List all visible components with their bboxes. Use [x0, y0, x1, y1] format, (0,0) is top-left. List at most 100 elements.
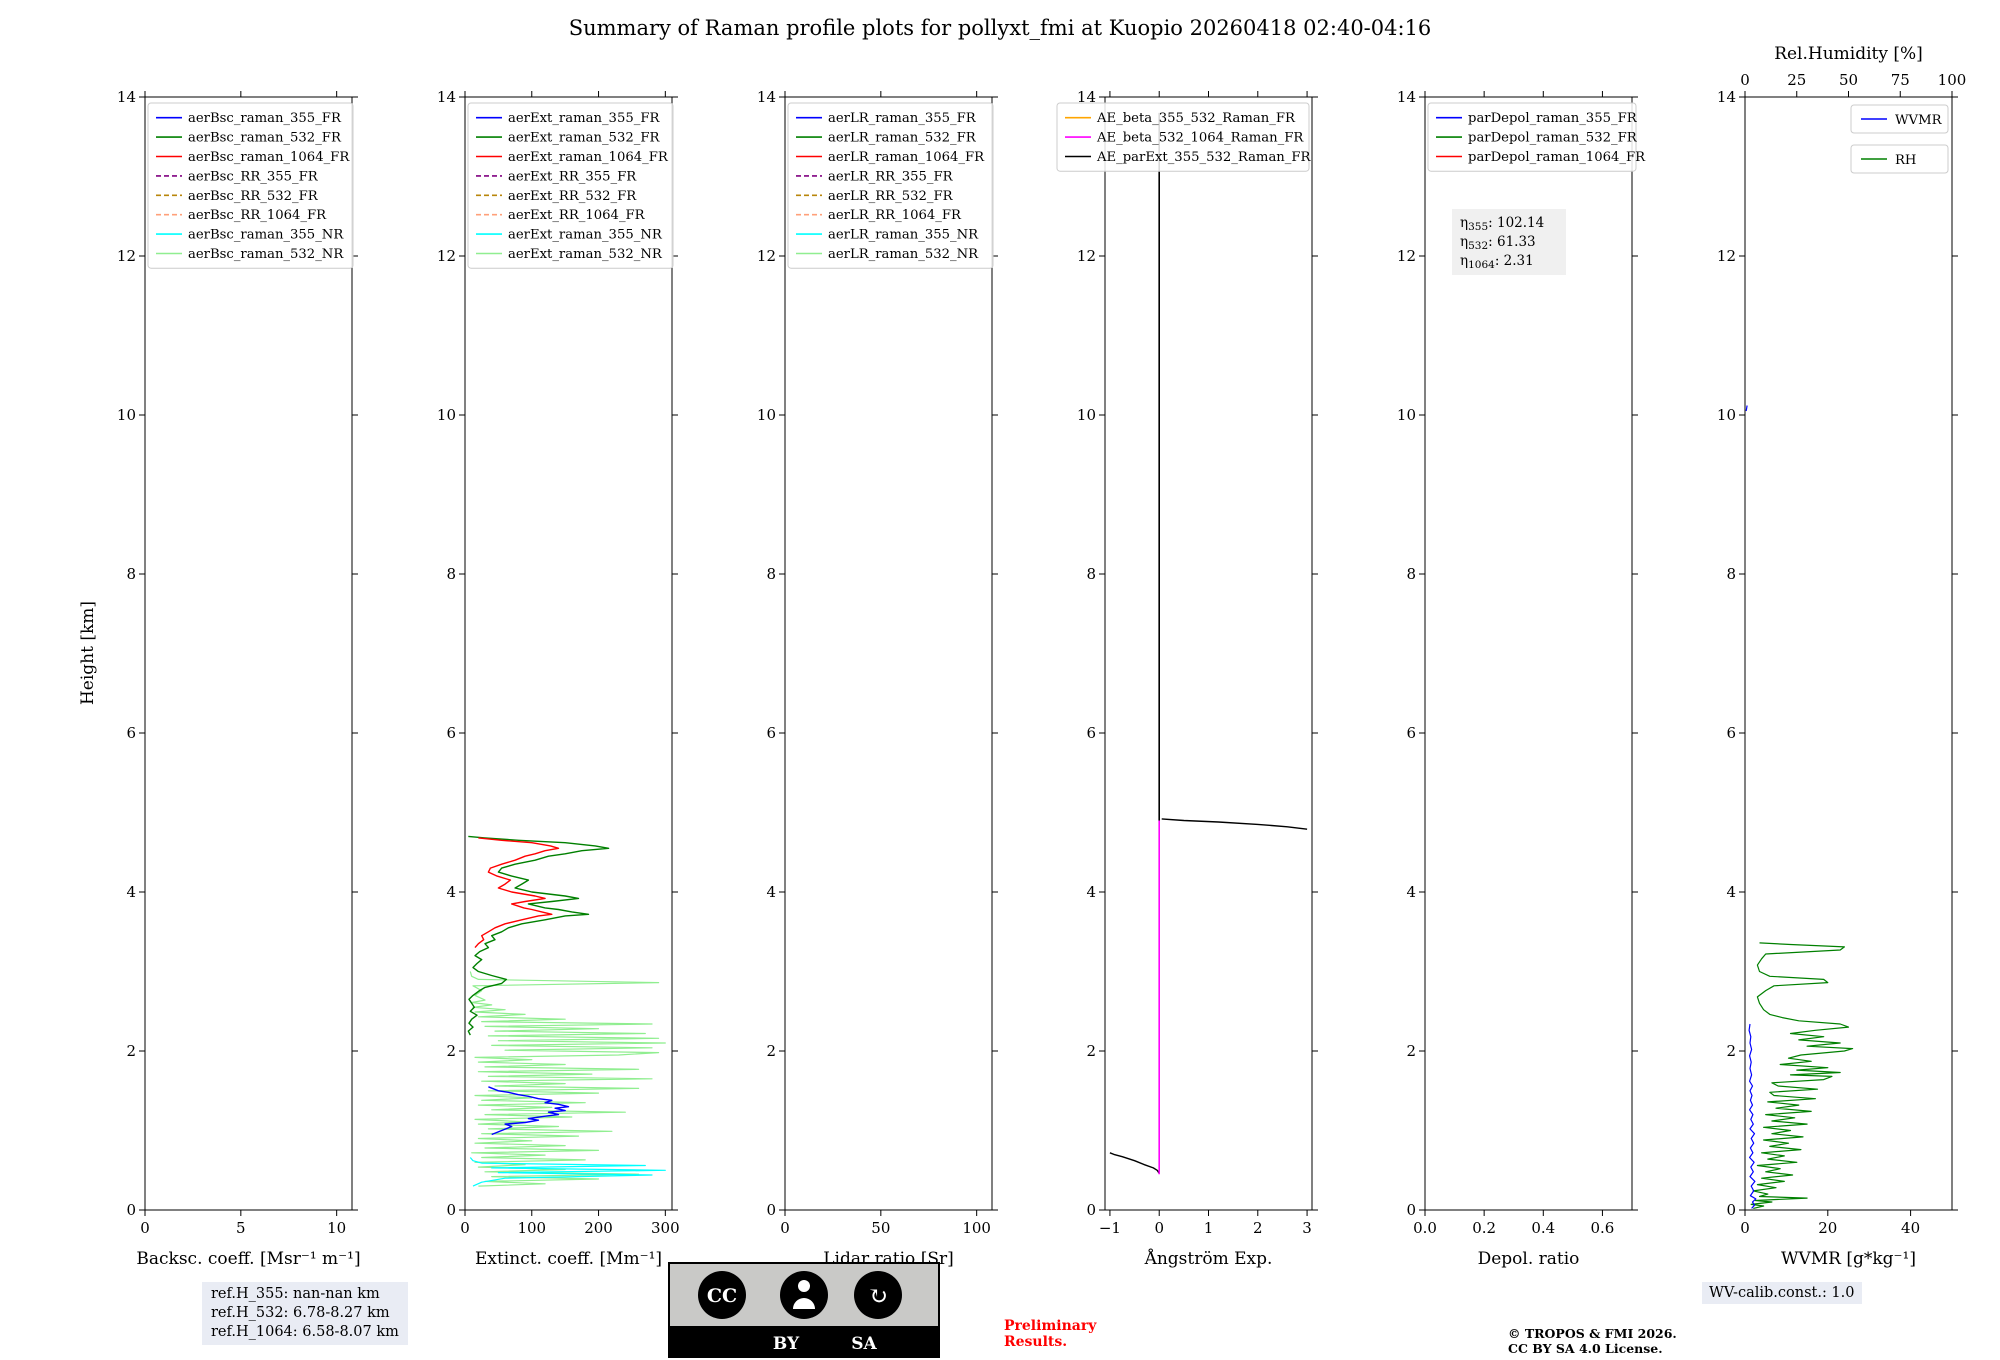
y-tick-label: 6 [766, 724, 776, 742]
y-tick-label: 0 [766, 1201, 776, 1219]
panel-backscatter: 0 5 10 0 2 4 6 8 10 12 14 Backsc. coeff. [Msr⁻¹ m⁻¹… [117, 88, 361, 1269]
y-tick-label: 6 [1406, 724, 1416, 742]
panel-extinction: 0 100 200 300 0 2 4 6 8 10 12 14 Extinct. coeff. [Mm… [437, 88, 680, 1269]
legend-item-label: aerExt_RR_1064_FR [508, 208, 646, 223]
plot-frame [1744, 96, 1953, 1211]
share-alike-arrow-glyph: ↻ [868, 1282, 888, 1310]
y-tick-label: 12 [117, 247, 136, 265]
x-tick-label: 3 [1302, 1219, 1312, 1237]
y-tick-label: 12 [757, 247, 776, 265]
legend-item-label: aerLR_raman_1064_FR [828, 150, 985, 165]
y-tick-label: 14 [1077, 88, 1096, 106]
y-tick-label: 4 [1086, 883, 1096, 901]
y-tick-label: 8 [126, 565, 136, 583]
y-tick-label: 12 [1717, 247, 1736, 265]
x-tick-label: 0.2 [1472, 1219, 1496, 1237]
copyright-note: © TROPOS & FMI 2026. CC BY SA 4.0 Licens… [1508, 1326, 1677, 1356]
y-tick-label: 10 [1077, 406, 1096, 424]
legend-item-label: aerExt_raman_532_NR [508, 247, 663, 262]
legend-item-label: aerLR_raman_355_FR [828, 111, 977, 126]
legend-item-label: AE_beta_532_1064_Raman_FR [1096, 131, 1304, 146]
y-tick-label: 4 [446, 883, 456, 901]
legend-item-label: aerBsc_RR_532_FR [188, 189, 319, 204]
y-tick-label: 4 [1726, 883, 1736, 901]
eta-annotation-line: η532: 61.33 [1460, 234, 1536, 252]
ref-h-532: ref.H_532: 6.78-8.27 km [211, 1305, 390, 1321]
legend-item-label: aerLR_raman_355_NR [828, 228, 979, 243]
legend-item-label: aerBsc_raman_1064_FR [188, 150, 350, 165]
cc-sa-label: SA [851, 1334, 877, 1354]
x-tick-label: 0 [1154, 1219, 1164, 1237]
legend-item-label: aerBsc_raman_532_NR [188, 247, 344, 262]
y-tick-label: 4 [1406, 883, 1416, 901]
legend-box [467, 102, 674, 269]
x-tick-label: 0 [780, 1219, 790, 1237]
series-aerExt_raman_1064_FR [474, 837, 560, 949]
x-tick-label: 0.4 [1531, 1219, 1555, 1237]
legend-item-label: WVMR [1895, 113, 1943, 128]
y-tick-label: 2 [1726, 1042, 1736, 1060]
top-tick-label: 100 [1938, 71, 1967, 89]
legend-item-label: parDepol_raman_1064_FR [1468, 150, 1646, 165]
eta-annotation-box [1452, 209, 1566, 275]
x-tick-label: 40 [1901, 1219, 1920, 1237]
page-title: Summary of Raman profile plots for polly… [568, 16, 1432, 40]
x-axis-label: Depol. ratio [1478, 1249, 1580, 1269]
plot-frame [144, 96, 353, 1211]
plot-frame [464, 96, 673, 1211]
y-tick-label: 8 [1726, 565, 1736, 583]
person-head [798, 1280, 810, 1292]
series-aerExt_raman_355_FR [488, 1086, 570, 1136]
x-tick-label: 0.6 [1590, 1219, 1614, 1237]
legend-item-label: AE_beta_355_532_Raman_FR [1096, 111, 1296, 126]
x-tick-label: 10 [327, 1219, 346, 1237]
legend-item-label: aerBsc_raman_355_NR [188, 228, 344, 243]
y-tick-label: 2 [126, 1042, 136, 1060]
legend-item-label: aerLR_RR_355_FR [828, 169, 954, 184]
plot-frame [1424, 96, 1633, 1211]
y-tick-label: 8 [766, 565, 776, 583]
x-axis-label: Ångström Exp. [1144, 1248, 1273, 1269]
x-tick-label: 0 [460, 1219, 470, 1237]
legend-item-label: aerBsc_RR_1064_FR [188, 208, 327, 223]
top-tick-label: 25 [1787, 71, 1806, 89]
x-axis-label: Extinct. coeff. [Mm⁻¹] [475, 1249, 662, 1269]
copyright-line1: © TROPOS & FMI 2026. [1508, 1326, 1677, 1341]
series-AE_parExt_low [1109, 1152, 1160, 1174]
panel-depol: 0.0 0.2 0.4 0.6 0 2 4 6 8 10 12 14 Depol. ratio parDe… [1397, 88, 1646, 1269]
series-WVMR [1748, 1023, 1757, 1209]
reference-height-box: ref.H_355: nan-nan km ref.H_532: 6.78-8.… [202, 1282, 408, 1345]
y-tick-label: 8 [446, 565, 456, 583]
y-tick-label: 6 [1086, 724, 1096, 742]
y-tick-label: 14 [757, 88, 776, 106]
cc-logo-icon [698, 1271, 746, 1319]
x-tick-label: 200 [584, 1219, 613, 1237]
y-tick-label: 0 [446, 1201, 456, 1219]
legend-box [1850, 144, 1949, 174]
y-tick-label: 6 [126, 724, 136, 742]
legend-box [1056, 102, 1310, 172]
ref-h-355: ref.H_355: nan-nan km [211, 1286, 380, 1302]
y-tick-label: 12 [1077, 247, 1096, 265]
y-tick-label: 2 [446, 1042, 456, 1060]
cc-logo-text: CC [707, 1285, 737, 1307]
y-tick-label: 10 [1397, 406, 1416, 424]
y-tick-label: 2 [1406, 1042, 1416, 1060]
top-axis-label: Rel.Humidity [%] [1774, 44, 1923, 64]
y-tick-label: 0 [1406, 1201, 1416, 1219]
legend-box [1427, 102, 1637, 172]
y-tick-label: 14 [1397, 88, 1416, 106]
y-tick-label: 10 [437, 406, 456, 424]
legend-item-label: aerExt_RR_532_FR [508, 189, 637, 204]
ref-h-1064: ref.H_1064: 6.58-8.07 km [211, 1324, 399, 1340]
y-tick-label: 4 [126, 883, 136, 901]
panel-wvmr: 0 20 40 0 25 50 75 100 Rel.Humidity [%] 0 2 4 6 8 10 12… [1717, 44, 1966, 1269]
x-tick-label: 0 [1740, 1219, 1750, 1237]
y-tick-label: 14 [1717, 88, 1736, 106]
preliminary-line1: Preliminary [1004, 1318, 1097, 1334]
y-tick-label: 14 [117, 88, 136, 106]
x-axis-label: WVMR [g*kg⁻¹] [1781, 1249, 1916, 1269]
